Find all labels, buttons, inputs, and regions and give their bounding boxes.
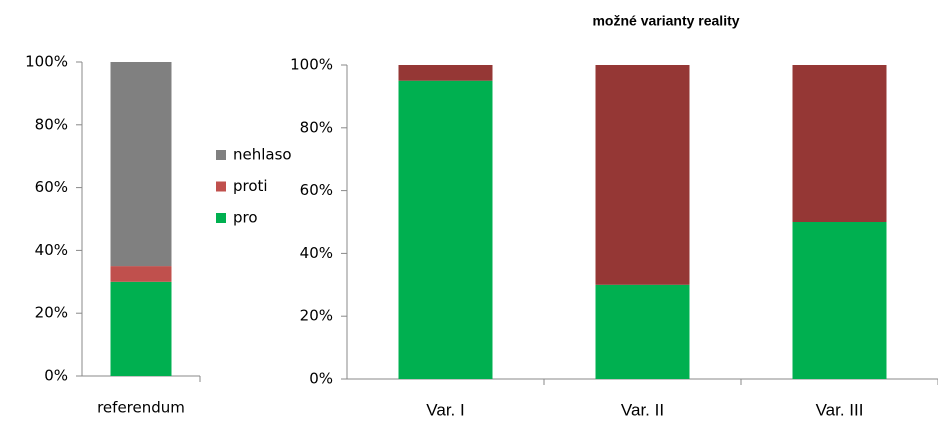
chart-title: možné varianty reality <box>592 13 739 29</box>
bar-segment <box>595 65 690 285</box>
y-tick-label: 60% <box>300 181 333 199</box>
y-tick-label: 40% <box>35 241 68 259</box>
bar-segment <box>595 284 690 379</box>
y-tick-label: 40% <box>300 244 333 262</box>
legend-label: pro <box>233 209 258 227</box>
bar-segment <box>110 281 172 376</box>
y-tick-label: 100% <box>290 56 333 74</box>
bar-segment <box>398 65 493 81</box>
legend-swatch <box>216 213 226 223</box>
y-tick-label: 0% <box>44 367 68 385</box>
legend-label: nehlaso <box>233 146 292 164</box>
bar-segment <box>792 65 887 222</box>
x-tick-label: Var. III <box>816 400 864 419</box>
y-tick-label: 80% <box>35 115 68 133</box>
y-tick-label: 0% <box>309 370 333 388</box>
x-tick-label: Var. I <box>426 400 464 419</box>
legend-swatch <box>216 181 226 192</box>
x-tick-label: Var. II <box>621 400 664 419</box>
y-tick-label: 100% <box>25 53 68 71</box>
legend-label: proti <box>233 177 268 195</box>
x-tick-label: referendum <box>97 399 185 417</box>
y-tick-label: 80% <box>300 118 333 136</box>
y-tick-label: 60% <box>35 178 68 196</box>
y-tick-label: 20% <box>300 307 333 325</box>
legend-swatch <box>216 150 226 160</box>
bar-segment <box>110 62 172 267</box>
bar-segment <box>398 80 493 379</box>
y-tick-label: 20% <box>35 304 68 322</box>
bar-segment <box>110 266 172 282</box>
bar-segment <box>792 222 887 379</box>
